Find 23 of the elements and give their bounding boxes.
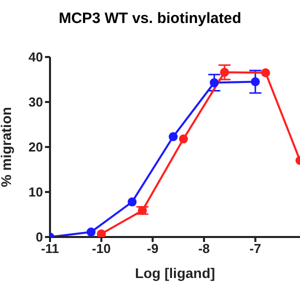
- point: [261, 68, 270, 78]
- point: [86, 228, 96, 237]
- point: [128, 197, 137, 206]
- point: [96, 229, 106, 237]
- point: [210, 78, 219, 88]
- x-tick-label: -8: [198, 241, 210, 256]
- y-tick-label: 10: [28, 184, 43, 200]
- chart-title: MCP3 WT vs. biotinylated: [58, 10, 242, 27]
- y-tick-label: 20: [28, 140, 43, 155]
- y-axis-title: % migration: [0, 106, 14, 188]
- x-tick-label: -7: [250, 241, 262, 256]
- x-tick-label: -9: [146, 241, 158, 256]
- point: [220, 68, 230, 77]
- point: [168, 132, 178, 142]
- x-axis-title: Log [ligand]: [134, 265, 216, 281]
- x-tick-label: -10: [92, 241, 111, 256]
- y-tick-label: 40: [28, 50, 43, 65]
- point: [138, 206, 147, 215]
- point: [250, 77, 260, 86]
- y-tick-label: 30: [28, 94, 43, 110]
- x-tick-label: -11: [40, 241, 60, 256]
- point: [178, 134, 188, 144]
- y-tick-label: 0: [36, 230, 43, 245]
